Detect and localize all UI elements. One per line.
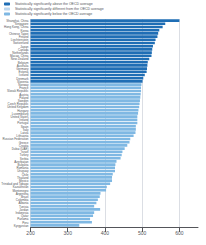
svg-text:Serbia: Serbia — [19, 156, 29, 160]
svg-text:Slovak Republic: Slovak Republic — [7, 89, 29, 93]
svg-text:New Zealand: New Zealand — [10, 57, 29, 61]
svg-text:Peru: Peru — [22, 220, 29, 224]
svg-text:600: 600 — [175, 230, 184, 236]
svg-text:400: 400 — [101, 230, 110, 236]
svg-text:Shanghai, China: Shanghai, China — [6, 18, 29, 23]
svg-text:Canada: Canada — [18, 47, 29, 52]
svg-text:Dubai (UAE): Dubai (UAE) — [11, 146, 29, 151]
svg-text:200: 200 — [26, 230, 35, 236]
svg-text:Singapore: Singapore — [14, 22, 29, 26]
svg-text:Sweden: Sweden — [17, 98, 29, 103]
svg-text:Tunisia: Tunisia — [19, 204, 29, 208]
svg-text:Trinidad and Tobago: Trinidad and Tobago — [1, 182, 29, 186]
svg-text:Denmark: Denmark — [16, 76, 29, 80]
svg-text:Statistically significantly be: Statistically significantly below the OE… — [15, 12, 92, 16]
svg-text:France: France — [19, 86, 29, 90]
svg-text:Greece: Greece — [18, 140, 29, 144]
svg-text:Switzerland: Switzerland — [13, 41, 29, 45]
svg-text:500: 500 — [138, 230, 147, 236]
svg-text:Montenegro: Montenegro — [12, 188, 29, 192]
svg-text:Spain: Spain — [20, 124, 29, 128]
svg-text:Argentina: Argentina — [15, 191, 29, 196]
svg-text:300: 300 — [64, 230, 73, 236]
svg-text:Jordan: Jordan — [19, 207, 29, 212]
svg-text:Chile: Chile — [21, 172, 29, 176]
svg-text:Qatar: Qatar — [21, 214, 29, 218]
svg-text:Statistically significantly di: Statistically significantly different fr… — [15, 7, 104, 11]
svg-text:Colombia: Colombia — [15, 198, 29, 202]
svg-text:Statistically significantly ab: Statistically significantly above the OE… — [15, 2, 93, 6]
svg-text:Latvia: Latvia — [20, 130, 29, 135]
svg-text:Estonia: Estonia — [18, 70, 29, 74]
svg-text:Australia: Australia — [16, 63, 29, 68]
svg-text:Poland: Poland — [19, 95, 29, 100]
svg-text:Turkey: Turkey — [19, 153, 29, 157]
svg-text:Chinese Taipei: Chinese Taipei — [8, 31, 29, 36]
svg-text:Kyrgyzstan: Kyrgyzstan — [14, 223, 29, 227]
svg-text:United Kingdom: United Kingdom — [7, 105, 29, 109]
svg-text:Panama: Panama — [17, 217, 29, 221]
svg-text:Czech Republic: Czech Republic — [7, 102, 29, 106]
svg-text:Slovenia: Slovenia — [17, 79, 29, 84]
svg-text:Finland: Finland — [18, 34, 29, 39]
svg-text:Ireland: Ireland — [19, 118, 29, 122]
svg-text:Bulgaria: Bulgaria — [17, 162, 29, 167]
svg-text:Mexico: Mexico — [19, 178, 29, 183]
svg-text:United States: United States — [10, 114, 29, 119]
svg-text:Thailand: Thailand — [17, 175, 29, 180]
svg-text:Korea: Korea — [20, 28, 29, 32]
svg-text:Croatia: Croatia — [18, 143, 29, 148]
svg-text:Macao, China: Macao, China — [10, 54, 29, 58]
svg-text:Portugal: Portugal — [17, 121, 29, 125]
svg-text:Iceland: Iceland — [18, 73, 29, 77]
svg-text:Indonesia: Indonesia — [15, 210, 29, 215]
svg-text:Liechtenstein: Liechtenstein — [10, 38, 29, 42]
svg-text:Albania: Albania — [18, 201, 29, 205]
svg-text:Romania: Romania — [16, 166, 29, 170]
svg-text:Luxembourg: Luxembourg — [11, 111, 29, 116]
svg-text:Brazil: Brazil — [21, 194, 29, 199]
svg-text:Russian Federation: Russian Federation — [2, 137, 29, 141]
svg-text:Hong Kong, China: Hong Kong, China — [4, 25, 29, 29]
svg-text:Azerbaijan: Azerbaijan — [14, 159, 29, 164]
svg-text:Lithuania: Lithuania — [16, 134, 29, 138]
svg-text:Netherlands: Netherlands — [12, 50, 29, 55]
svg-text:Germany: Germany — [16, 66, 29, 71]
svg-text:Italy: Italy — [23, 127, 29, 132]
svg-text:Israel: Israel — [21, 150, 29, 154]
svg-text:Hungary: Hungary — [17, 108, 29, 112]
svg-text:Austria: Austria — [19, 92, 29, 96]
svg-text:Uruguay: Uruguay — [17, 169, 29, 173]
svg-text:Norway: Norway — [18, 82, 29, 87]
svg-text:Japan: Japan — [20, 44, 29, 48]
svg-text:Kazakhstan: Kazakhstan — [12, 185, 29, 189]
svg-text:Belgium: Belgium — [17, 60, 29, 64]
